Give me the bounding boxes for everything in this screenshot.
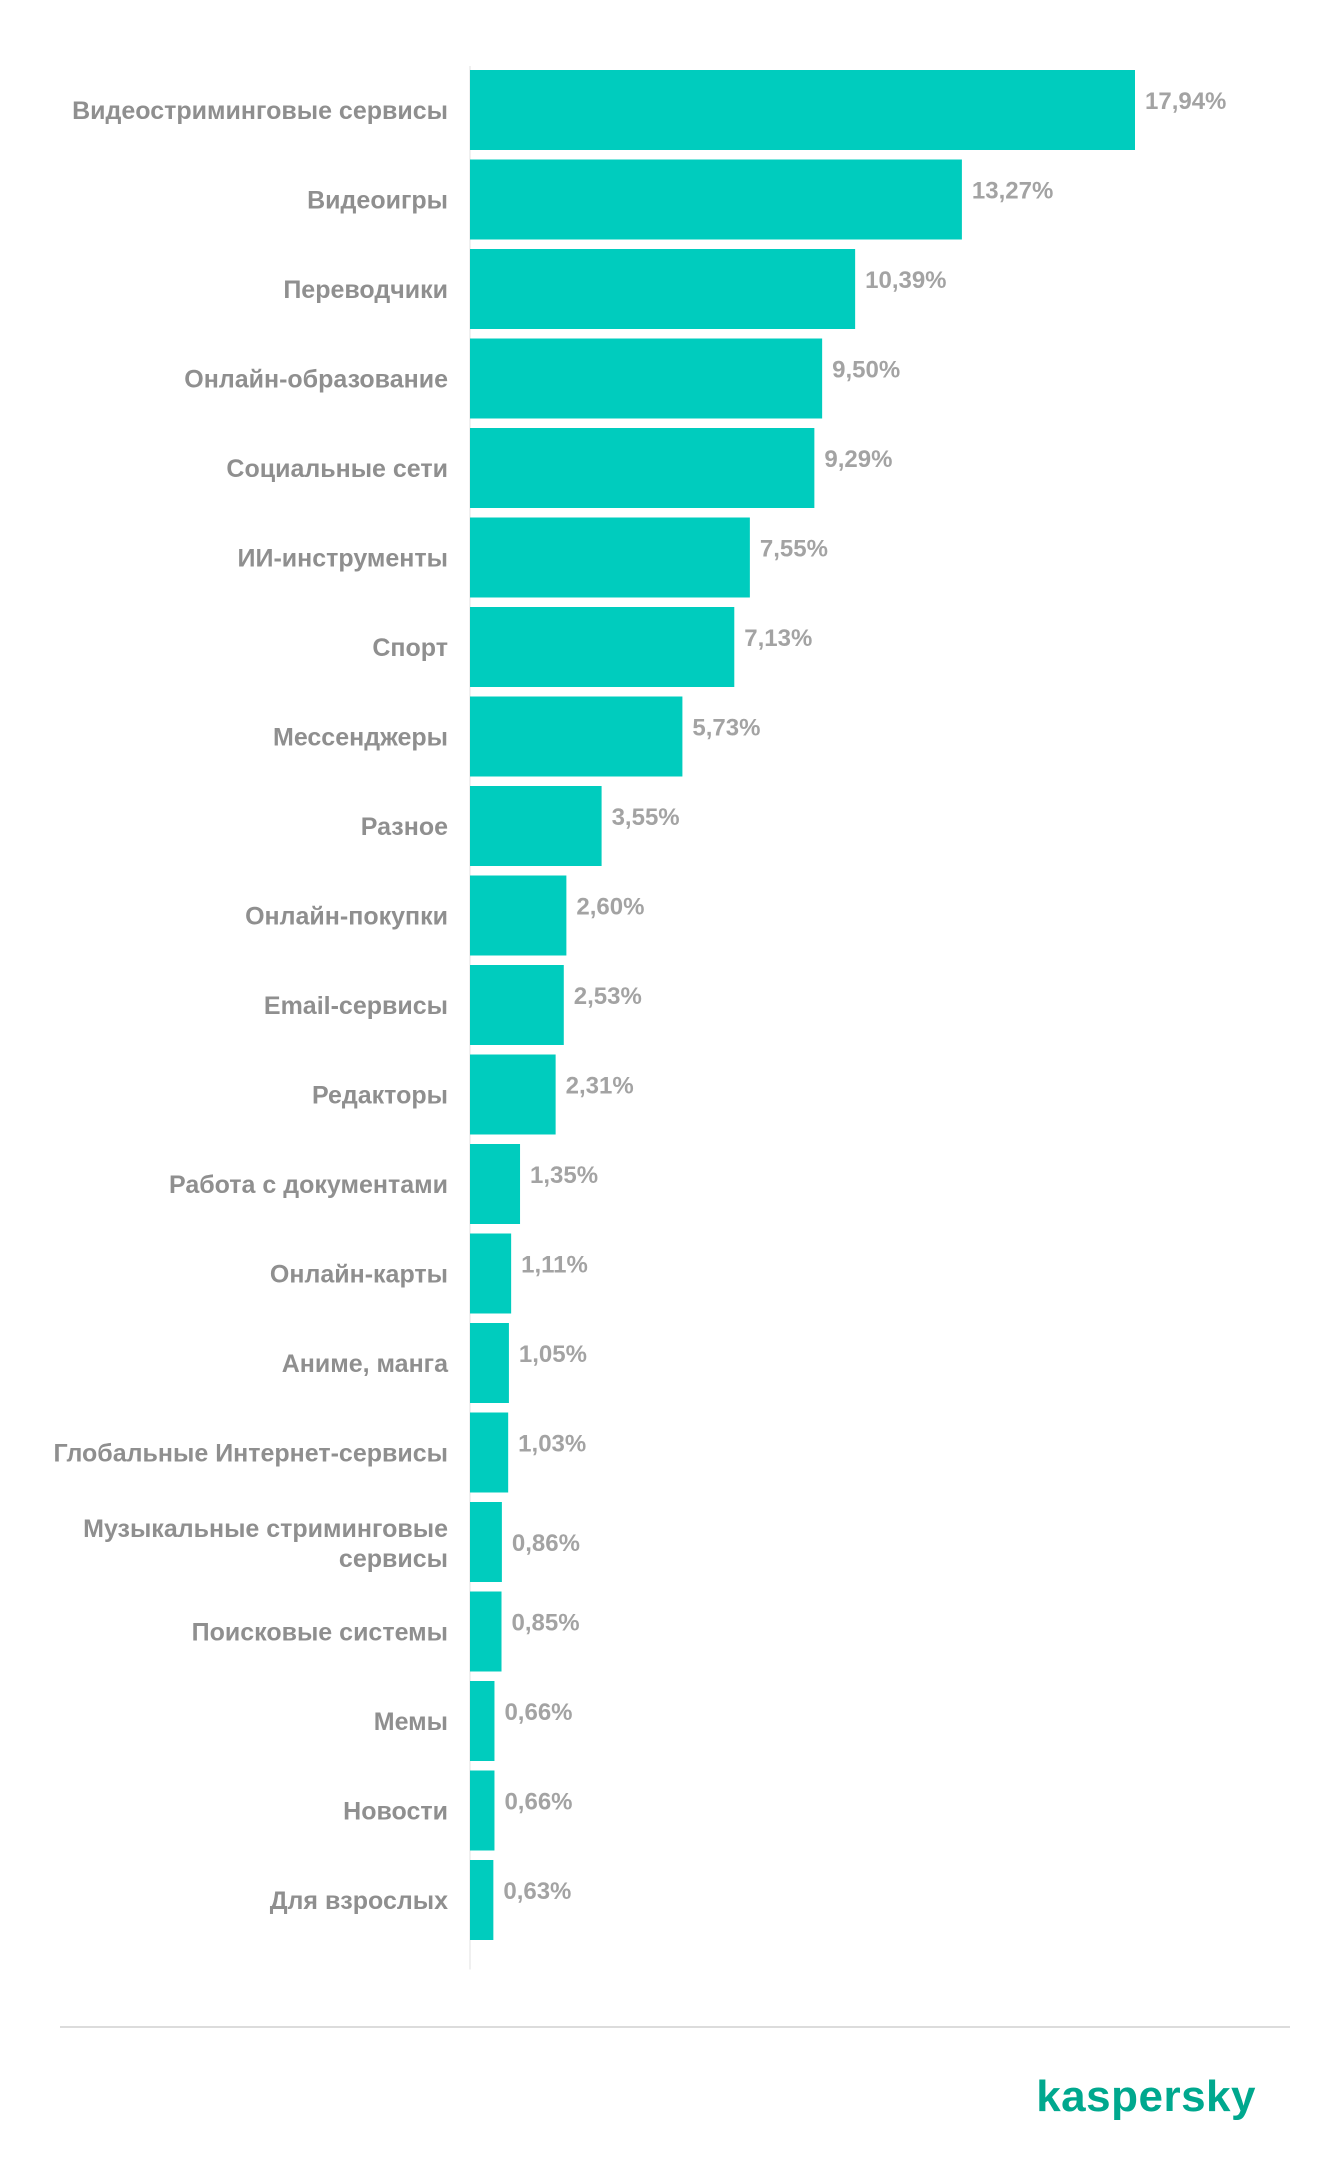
bar-chart: Видеостриминговые сервисы Видеоигры Перево… xyxy=(54,66,1226,1970)
category-label-20: Для взрослых xyxy=(270,1887,448,1915)
category-label-4: Социальные сети xyxy=(226,455,448,483)
value-label-15: 1,03% xyxy=(518,1431,586,1458)
bar-6 xyxy=(470,607,735,687)
category-label-12: Работа с документами xyxy=(169,1171,448,1199)
value-label-14: 1,05% xyxy=(519,1341,587,1368)
bar-8 xyxy=(470,786,602,866)
kaspersky-logo: kaspersky xyxy=(1036,2072,1256,2121)
bar-13 xyxy=(470,1233,512,1314)
bar-7 xyxy=(470,696,683,777)
value-label-18: 0,66% xyxy=(504,1699,572,1726)
value-label-11: 2,31% xyxy=(566,1073,634,1100)
bar-3 xyxy=(470,338,823,419)
category-label-1: Видеоигры xyxy=(307,187,448,215)
category-label-18: Мемы xyxy=(374,1708,448,1736)
bar-18 xyxy=(470,1681,495,1761)
category-label-19: Новости xyxy=(343,1798,448,1826)
category-label-6: Спорт xyxy=(372,634,448,662)
value-label-12: 1,35% xyxy=(530,1162,598,1189)
bar-11 xyxy=(470,1054,556,1135)
category-label-3: Онлайн-образование xyxy=(184,366,448,394)
value-label-10: 2,53% xyxy=(574,983,642,1010)
value-labels-group: 17,94% 13,27% 10,39% 9,50% 9,29% 7,55% 7,13% 5,… xyxy=(503,88,1226,1905)
bar-9 xyxy=(470,875,567,956)
bar-12 xyxy=(470,1144,521,1224)
bar-16 xyxy=(470,1502,502,1582)
bar-10 xyxy=(470,965,564,1045)
bar-14 xyxy=(470,1323,509,1403)
value-label-8: 3,55% xyxy=(612,804,680,831)
category-label-2: Переводчики xyxy=(283,276,448,304)
value-label-4: 9,29% xyxy=(824,446,892,473)
value-label-6: 7,13% xyxy=(744,625,812,652)
category-label-17: Поисковые системы xyxy=(192,1619,448,1647)
bars-group xyxy=(470,70,1135,1940)
category-label-0: Видеостриминговые сервисы xyxy=(72,97,448,125)
bar-1 xyxy=(470,159,962,240)
category-label-7: Мессенджеры xyxy=(273,724,448,752)
footer-divider xyxy=(60,2026,1290,2028)
value-label-20: 0,63% xyxy=(503,1878,571,1905)
bar-17 xyxy=(470,1591,502,1672)
bar-15 xyxy=(470,1412,509,1493)
value-label-9: 2,60% xyxy=(576,894,644,921)
value-label-13: 1,11% xyxy=(521,1252,588,1279)
value-label-5: 7,55% xyxy=(760,536,828,563)
category-label-11: Редакторы xyxy=(312,1082,448,1110)
category-label-9: Онлайн-покупки xyxy=(245,903,448,931)
bar-19 xyxy=(470,1770,495,1851)
value-label-0: 17,94% xyxy=(1145,88,1226,115)
value-label-19: 0,66% xyxy=(504,1789,572,1816)
value-label-7: 5,73% xyxy=(692,715,760,742)
category-label-15: Глобальные Интернет-сервисы xyxy=(54,1440,448,1468)
category-label-16: Музыкальные стриминговые сервисы xyxy=(83,1515,448,1573)
bar-20 xyxy=(470,1860,494,1940)
value-label-1: 13,27% xyxy=(972,178,1053,205)
bar-4 xyxy=(470,428,815,508)
category-label-5: ИИ-инструменты xyxy=(238,545,449,573)
value-label-2: 10,39% xyxy=(865,267,946,294)
bar-2 xyxy=(470,249,856,329)
bar-5 xyxy=(470,517,750,598)
value-label-17: 0,85% xyxy=(512,1610,580,1637)
category-label-14: Аниме, манга xyxy=(282,1350,449,1378)
category-labels-group: Видеостриминговые сервисы Видеоигры Перево… xyxy=(54,97,450,1915)
bar-0 xyxy=(470,70,1135,150)
value-label-3: 9,50% xyxy=(832,357,900,384)
value-label-16: 0,86% xyxy=(512,1530,580,1557)
category-label-10: Email-сервисы xyxy=(264,992,448,1020)
category-label-8: Разное xyxy=(361,813,448,841)
category-label-13: Онлайн-карты xyxy=(270,1261,448,1289)
